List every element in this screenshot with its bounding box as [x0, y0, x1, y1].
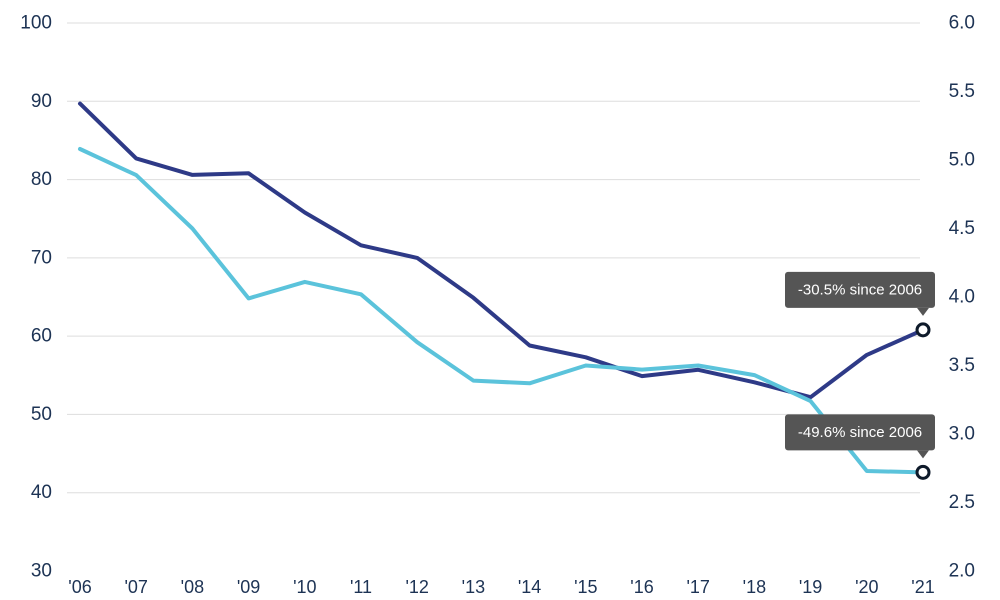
- callout-label: -30.5% since 2006: [798, 281, 922, 298]
- x-tick-label: '19: [799, 577, 822, 597]
- y-right-tick-label: 4.5: [949, 218, 975, 239]
- x-tick-label: '07: [124, 577, 147, 597]
- y-right-tick-label: 4.0: [949, 287, 975, 308]
- x-tick-label: '08: [181, 577, 204, 597]
- x-tick-label: '15: [574, 577, 597, 597]
- series-line: [78, 101, 925, 400]
- y-axis-right-ticks: 2.0 2.5 3.0 3.5 4.0 4.5 5.0 5.5 6.0: [949, 13, 975, 582]
- series-line: [78, 147, 925, 475]
- endpoint-marker: [915, 464, 931, 480]
- y-left-tick-label: 60: [31, 326, 52, 347]
- callout-pointer: [917, 307, 929, 316]
- x-tick-label: '06: [68, 577, 91, 597]
- callout-box: [785, 271, 935, 308]
- x-tick-label: '21: [911, 577, 934, 597]
- callout-box: [785, 414, 935, 451]
- y-axis-left-ticks: 30 40 50 60 70 80 90 100: [20, 13, 52, 582]
- y-right-tick-label: 5.0: [949, 150, 975, 171]
- y-left-tick-label: 70: [31, 247, 52, 268]
- endpoint-marker: [915, 322, 931, 338]
- x-tick-label: '16: [630, 577, 653, 597]
- y-right-tick-label: 2.5: [949, 492, 975, 513]
- x-tick-label: '20: [855, 577, 878, 597]
- x-axis-ticks: '06 '07 '08 '09 '10 '11 '12 '13 '14 '15 '16 '17 '18 '…: [68, 577, 934, 597]
- y-left-tick-label: 80: [31, 169, 52, 190]
- y-left-tick-label: 30: [31, 561, 52, 582]
- y-left-tick-label: 50: [31, 404, 52, 425]
- y-left-tick-label: 100: [20, 13, 52, 34]
- y-right-tick-label: 2.0: [949, 561, 975, 582]
- callout-label: -49.6% since 2006: [798, 424, 922, 441]
- x-tick-label: '13: [462, 577, 485, 597]
- y-left-tick-label: 40: [31, 482, 52, 503]
- x-tick-label: '17: [686, 577, 709, 597]
- annotations: -30.5% since 2006 -49.6% since 2006: [785, 271, 935, 480]
- gridlines: [67, 22, 920, 494]
- x-tick-label: '09: [237, 577, 260, 597]
- y-right-tick-label: 3.0: [949, 424, 975, 445]
- y-right-tick-label: 5.5: [949, 81, 975, 102]
- y-right-tick-label: 3.5: [949, 355, 975, 376]
- x-tick-label: '10: [293, 577, 316, 597]
- callout-pointer: [917, 450, 929, 459]
- x-tick-label: '18: [743, 577, 766, 597]
- x-tick-label: '12: [405, 577, 428, 597]
- x-tick-label: '11: [350, 577, 372, 597]
- y-left-tick-label: 90: [31, 91, 52, 112]
- x-tick-label: '14: [518, 577, 541, 597]
- y-right-tick-label: 6.0: [949, 13, 975, 34]
- series-lines: [78, 101, 925, 475]
